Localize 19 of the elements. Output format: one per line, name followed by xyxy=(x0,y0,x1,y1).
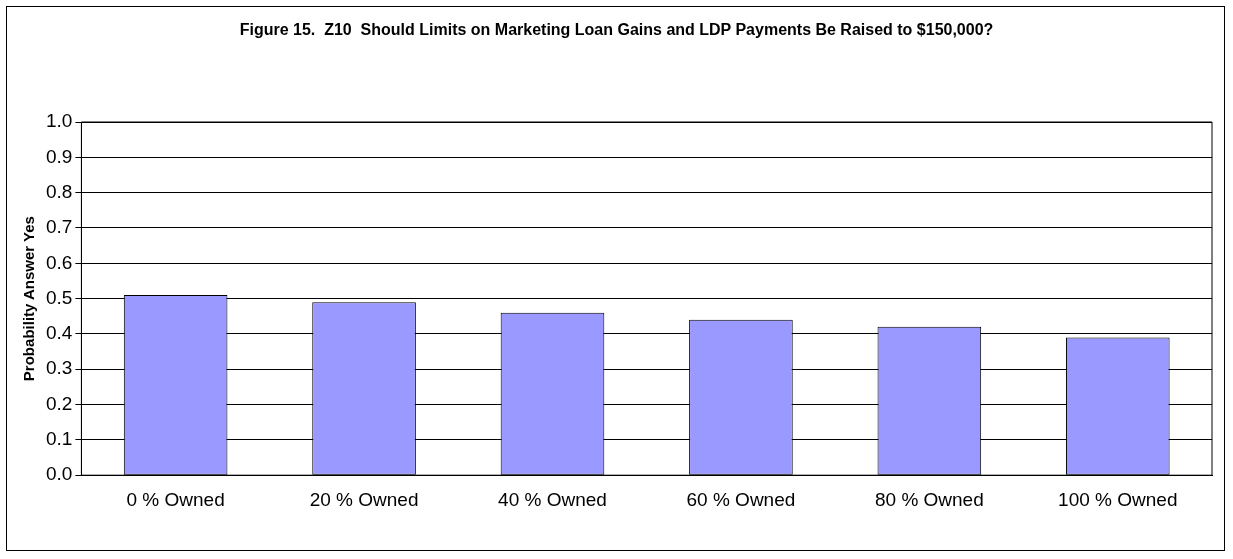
y-tick-label: 0.0 xyxy=(45,463,73,485)
y-tick-label: 0.4 xyxy=(45,322,73,344)
x-tick-label: 20 % Owned xyxy=(309,488,419,510)
x-tick-label: 80 % Owned xyxy=(874,488,984,510)
x-tick-label: 100 % Owned xyxy=(1058,488,1178,510)
y-tick-label: 1.0 xyxy=(45,110,73,132)
y-tick-label: 0.9 xyxy=(45,145,73,167)
x-tick-label: 40 % Owned xyxy=(498,488,607,510)
y-tick-label: 0.2 xyxy=(45,392,73,414)
chart-title: Figure 15. Z10 Should Limits on Marketing Loan Gains and LDP Payments Be Raised to $150,000? xyxy=(239,20,994,40)
x-tick-label: 0 % Owned xyxy=(126,488,225,510)
y-axis-title: Probability Answer Yes xyxy=(20,216,38,382)
x-tick-label: 60 % Owned xyxy=(686,488,796,510)
y-tick-label: 0.6 xyxy=(45,251,73,273)
y-tick-label: 0.5 xyxy=(45,286,73,308)
y-tick-label: 0.1 xyxy=(45,428,73,450)
y-tick-label: 0.3 xyxy=(45,357,73,379)
y-tick-label: 0.7 xyxy=(45,216,73,238)
y-tick-label: 0.8 xyxy=(45,180,73,202)
